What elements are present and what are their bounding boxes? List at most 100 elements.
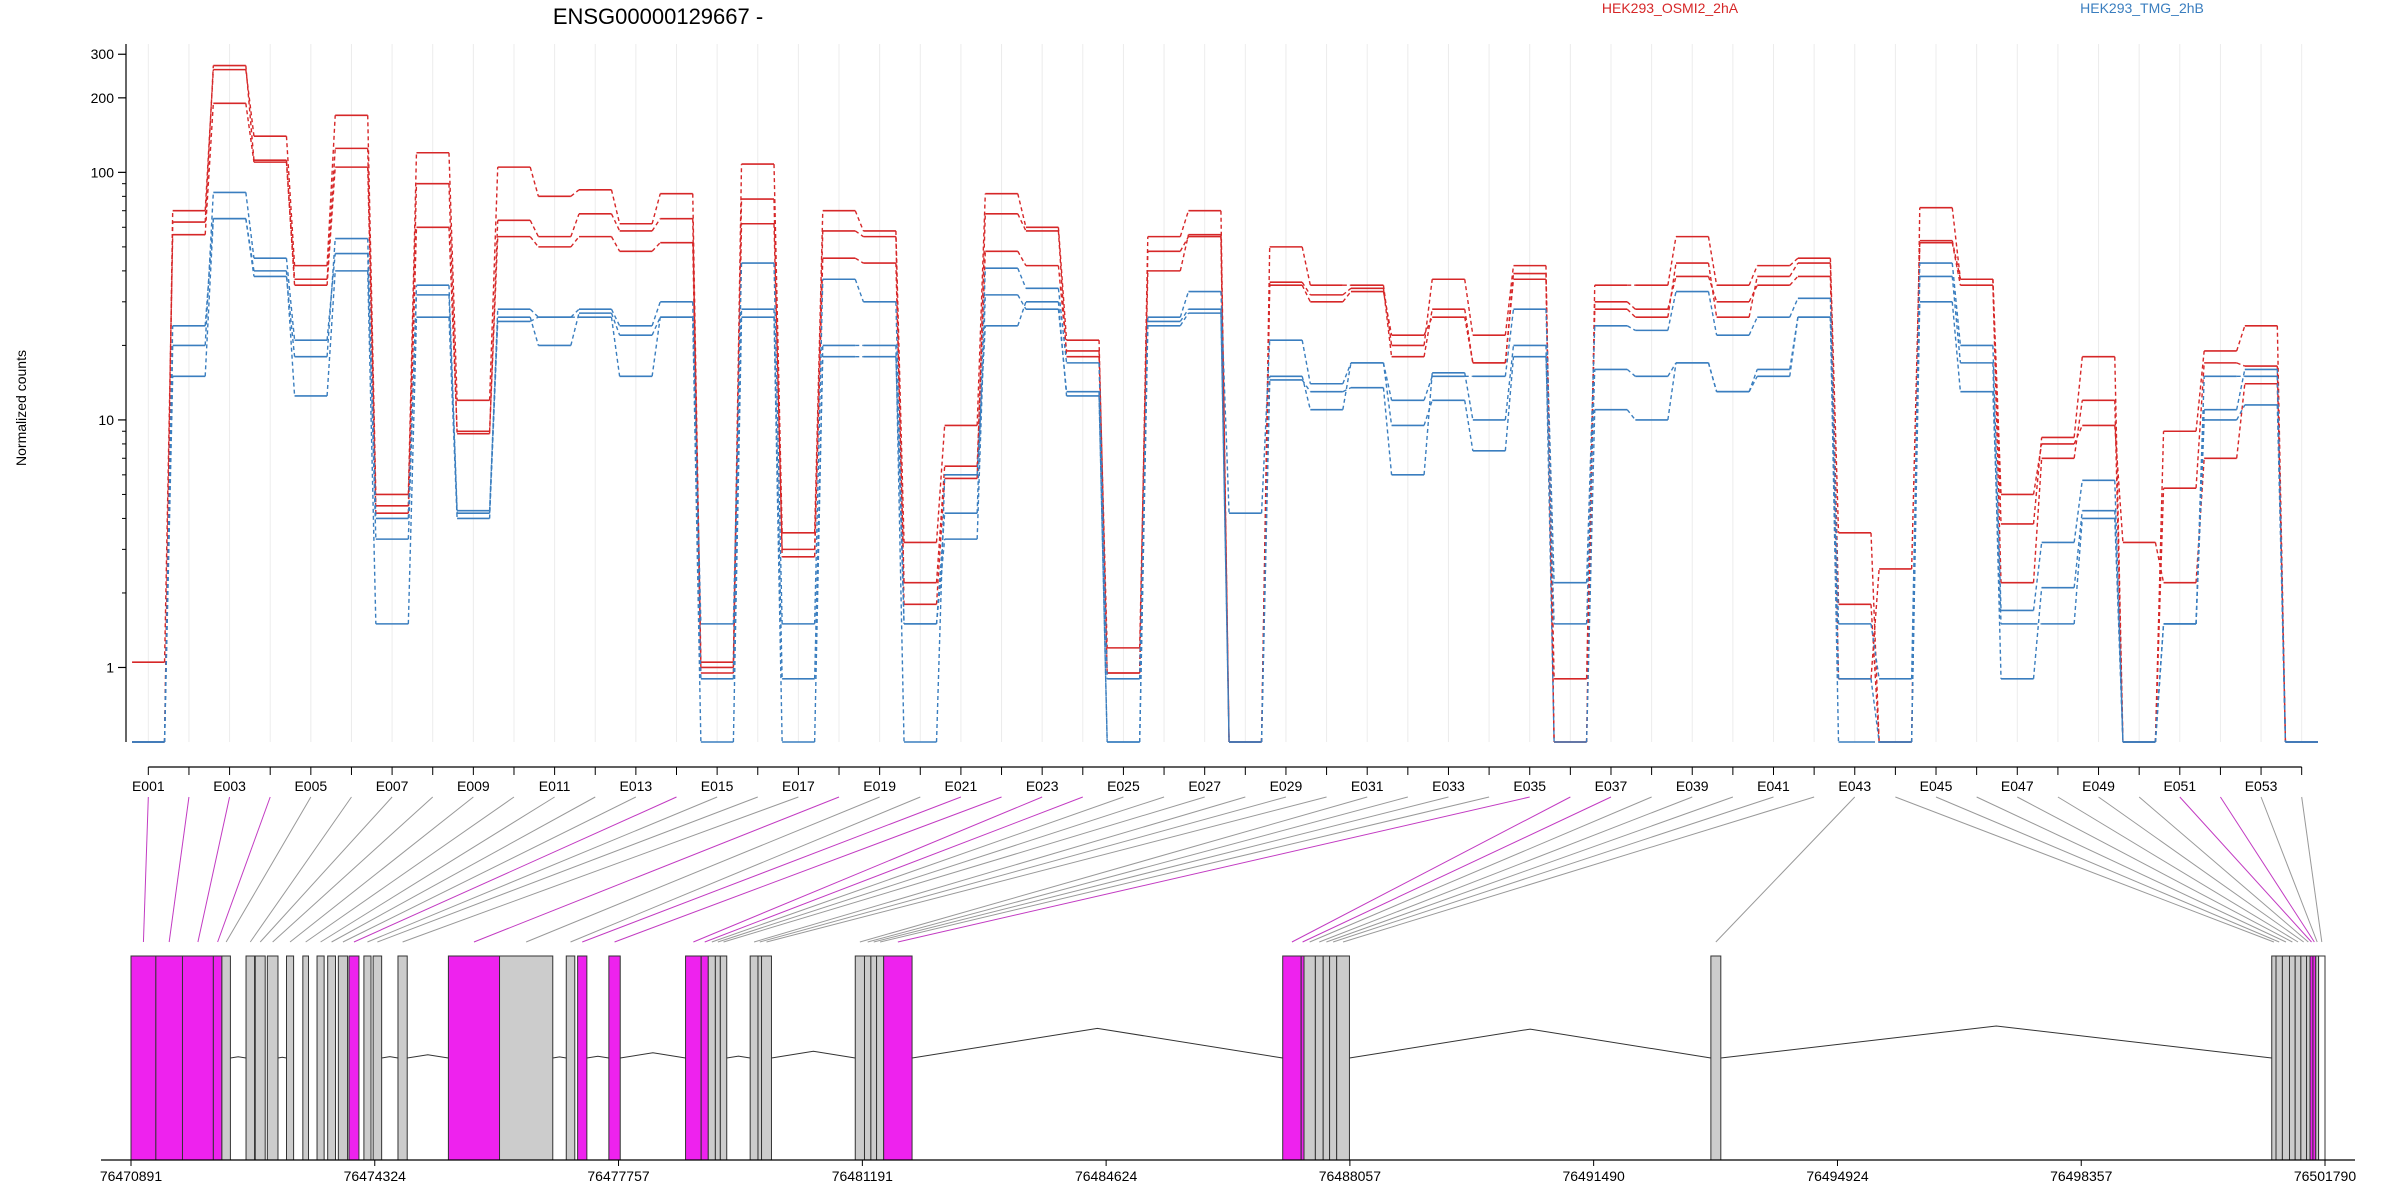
x-tick-label: E011 (539, 778, 571, 794)
series-connector (692, 193, 702, 663)
series-connector (1626, 308, 1636, 318)
exon-box-E039 (1314, 955, 1324, 1161)
series-connector (2276, 376, 2287, 743)
series-connector (1342, 387, 1352, 393)
intron-line (407, 1054, 449, 1059)
series-connector (1179, 210, 1190, 237)
series-connector (1504, 265, 1515, 336)
series-connector (570, 213, 580, 237)
connector-E052 (2220, 796, 2315, 943)
x-tick-label: E007 (376, 778, 409, 794)
series-connector (204, 218, 215, 377)
series-connector (2154, 623, 2165, 743)
exon-box-E033 (870, 955, 878, 1161)
series-connector (1138, 321, 1149, 743)
exon-box-E017 (397, 955, 408, 1161)
connector-E015 (367, 796, 718, 943)
series-connector (1585, 369, 1596, 624)
genomic-tick-label: 76494924 (1806, 1168, 1869, 1184)
series-connector (1017, 213, 1027, 232)
gene-model (130, 955, 2326, 1161)
series-connector (1626, 325, 1636, 331)
genomic-tick-label: 76481191 (832, 1168, 893, 1184)
series-connector (1910, 240, 1921, 569)
series-connector (1301, 340, 1312, 384)
series-connector (245, 65, 255, 161)
connector-E035 (897, 796, 1530, 943)
series-connector (407, 183, 418, 506)
connector-E029 (759, 796, 1287, 943)
series-connector (488, 167, 499, 401)
x-tick-label: E039 (1676, 778, 1709, 794)
y-axis-label: Normalized counts (13, 350, 29, 466)
connector-E047 (2017, 796, 2293, 943)
series-connector (448, 285, 458, 511)
exon-box-E015 (363, 955, 372, 1161)
series-connector (326, 167, 336, 286)
connector-E012 (331, 796, 596, 943)
series-connector (1545, 273, 1555, 679)
connector-E018 (473, 796, 840, 943)
exon-box-E030 (761, 955, 772, 1161)
connector-E007 (259, 796, 393, 943)
series-connector (2195, 376, 2205, 624)
series-connector (610, 189, 621, 224)
series-connector (895, 263, 905, 583)
connector-E044 (1895, 796, 2275, 943)
series-connector (732, 317, 743, 743)
series-connector (1870, 568, 1880, 679)
exon-connectors (142, 796, 2323, 943)
series-connector (1707, 291, 1718, 336)
series-connector (2154, 542, 2165, 583)
exon-box-E004 (212, 955, 223, 1161)
series-connector (2073, 510, 2083, 588)
connector-E027 (723, 796, 1205, 943)
series-connector (2195, 419, 2205, 624)
series-connector (1707, 276, 1718, 303)
series-connector (1423, 376, 1433, 401)
connector-E050 (2138, 796, 2309, 943)
series-connector (1667, 262, 1677, 318)
series-connector (1017, 250, 1027, 266)
chart-gridlines (147, 44, 2303, 742)
y-tick-label: 200 (91, 90, 115, 106)
intron-line (230, 1056, 247, 1059)
series-connector (935, 425, 946, 543)
series-connector (1220, 309, 1230, 743)
exon-box-E002 (155, 955, 183, 1161)
connector-E008 (272, 796, 434, 943)
genomic-tick-label: 76470891 (100, 1168, 163, 1184)
series-connector (2236, 404, 2246, 421)
intron-line (620, 1052, 686, 1059)
series-connector (1098, 362, 1108, 679)
y-axis: 1 10 100 200 300 (91, 44, 127, 742)
series-connector (935, 466, 946, 583)
genomic-tick-label: 76491490 (1562, 1168, 1625, 1184)
exon-box-E022 (608, 955, 621, 1161)
exon-box-E038 (1303, 955, 1316, 1161)
series-connector (1098, 395, 1108, 743)
series-connector (2114, 425, 2124, 543)
series-connector (367, 270, 377, 624)
series-connector (1260, 379, 1271, 743)
intron-line (771, 1050, 856, 1059)
series-connector (732, 164, 743, 663)
connector-E045 (1935, 796, 2280, 943)
connector-E033 (873, 796, 1449, 943)
series-connector (1098, 356, 1108, 674)
series-connector (935, 478, 946, 605)
series-connector (367, 148, 377, 506)
series-connector (1951, 276, 1962, 363)
exon-box-E035 (883, 955, 913, 1161)
series-connector (2114, 480, 2124, 743)
series-connector (1626, 301, 1636, 310)
series-connector (935, 539, 946, 624)
series-connector (651, 316, 661, 336)
exon-box-E048 (2294, 955, 2302, 1161)
series-connector (1870, 623, 1880, 679)
series-connector (2114, 518, 2124, 743)
series-connector (1301, 246, 1312, 286)
series-connector (570, 236, 580, 248)
series-connector (976, 213, 986, 479)
exon-box-E040 (1322, 955, 1331, 1161)
